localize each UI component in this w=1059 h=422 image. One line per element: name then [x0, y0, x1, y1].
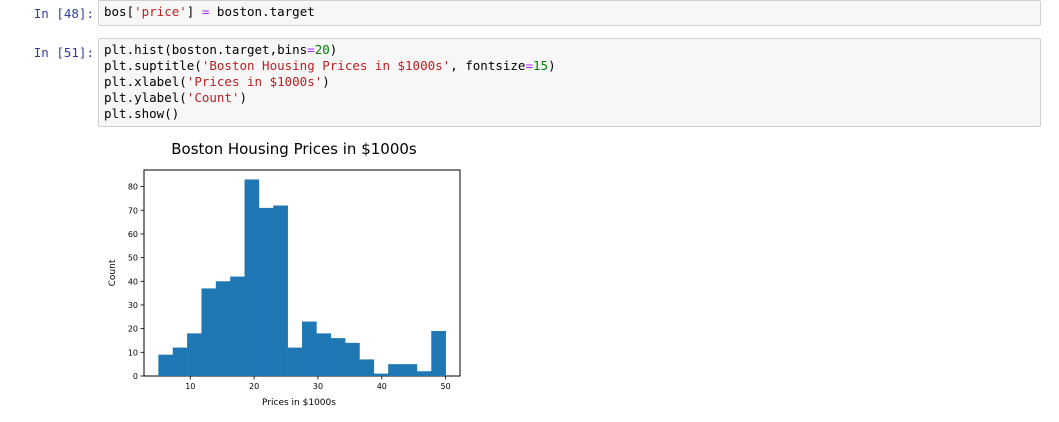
- y-tick-label: 10: [128, 348, 138, 357]
- code-token: 20: [314, 42, 330, 57]
- x-tick-label: 50: [441, 382, 451, 391]
- y-tick-label: 50: [128, 254, 138, 263]
- input-prompt: In [48]:: [33, 6, 94, 21]
- histogram-bar: [230, 276, 245, 376]
- histogram-bar: [302, 321, 317, 376]
- code-token: =: [525, 58, 533, 73]
- code-cell-51[interactable]: In [51]: plt.hist(boston.target,bins=20)…: [0, 38, 1059, 128]
- x-tick-label: 40: [377, 382, 387, 391]
- histogram-bar: [172, 347, 188, 376]
- histogram-bar: [330, 338, 346, 376]
- code-token: plt.ylabel(: [104, 90, 187, 105]
- code-token: plt.show(): [104, 106, 180, 121]
- y-tick-label: 80: [128, 183, 138, 192]
- code-line: bos['price'] = boston.target: [104, 4, 1035, 20]
- histogram-chart: Boston Housing Prices in $1000s 10 20 30 40…: [108, 140, 461, 408]
- code-token: , fontsize: [450, 58, 526, 73]
- histogram-bar: [287, 347, 303, 376]
- histogram-bar: [201, 288, 217, 376]
- input-prompt: In [51]:: [33, 45, 94, 60]
- code-token: plt.suptitle(: [104, 58, 202, 73]
- code-token: bos[: [104, 4, 135, 19]
- code-line: plt.ylabel('Count'): [104, 90, 1035, 106]
- code-line: plt.show(): [104, 106, 1035, 122]
- code-token: 15: [533, 58, 549, 73]
- code-token: =: [307, 42, 315, 57]
- histogram-bar: [273, 205, 288, 376]
- y-tick-label: 0: [133, 372, 138, 381]
- histogram-bar: [187, 333, 202, 376]
- histogram-bar: [158, 354, 174, 376]
- chart-title: Boston Housing Prices in $1000s: [171, 140, 417, 158]
- code-line: plt.hist(boston.target,bins=20): [104, 42, 1035, 58]
- y-tick-label: 60: [128, 230, 138, 239]
- histogram-bar: [345, 342, 360, 376]
- histogram-bar: [258, 207, 274, 376]
- plot-output: Boston Housing Prices in $1000s 10 20 30 40…: [98, 136, 478, 418]
- code-token: ): [329, 42, 338, 57]
- code-token: =: [201, 4, 210, 19]
- x-tick-label: 10: [185, 382, 195, 391]
- code-cell-48[interactable]: In [48]: bos['price'] = boston.target: [0, 0, 1059, 28]
- code-token: ): [239, 90, 248, 105]
- y-tick-label: 20: [128, 325, 138, 334]
- y-axis-label: Count: [108, 259, 118, 286]
- code-input[interactable]: bos['price'] = boston.target: [98, 0, 1041, 26]
- histogram-bar: [416, 371, 432, 376]
- y-tick-label: 70: [128, 206, 138, 215]
- code-input[interactable]: plt.hist(boston.target,bins=20) plt.supti…: [98, 38, 1041, 127]
- code-token: 'Prices in $1000s': [186, 74, 323, 89]
- y-tick-label: 40: [128, 277, 138, 286]
- x-tick-label: 20: [249, 382, 259, 391]
- code-token: 'price': [134, 4, 187, 19]
- histogram-bar: [359, 359, 375, 376]
- code-token: plt.xlabel(: [104, 74, 187, 89]
- histogram-bar: [402, 364, 418, 376]
- histogram-bar: [431, 331, 446, 376]
- code-token: ): [322, 74, 330, 89]
- code-token: ): [548, 58, 556, 73]
- code-token: 'Boston Housing Prices in $1000s': [201, 58, 451, 73]
- x-axis-label: Prices in $1000s: [262, 398, 336, 408]
- code-line: plt.suptitle('Boston Housing Prices in $…: [104, 58, 1035, 74]
- x-tick-label: 30: [313, 382, 323, 391]
- code-token: plt.hist(boston.target,bins: [104, 42, 308, 57]
- histogram-bar: [388, 364, 403, 376]
- code-token: ]: [186, 4, 202, 19]
- histogram-bar: [215, 281, 231, 376]
- code-token: 'Count': [186, 90, 240, 105]
- histogram-bar: [244, 179, 260, 376]
- code-line: plt.xlabel('Prices in $1000s'): [104, 74, 1035, 90]
- histogram-bar: [316, 333, 332, 376]
- y-tick-label: 30: [128, 301, 138, 310]
- histogram-bar: [373, 373, 389, 376]
- code-token: boston.target: [209, 4, 315, 19]
